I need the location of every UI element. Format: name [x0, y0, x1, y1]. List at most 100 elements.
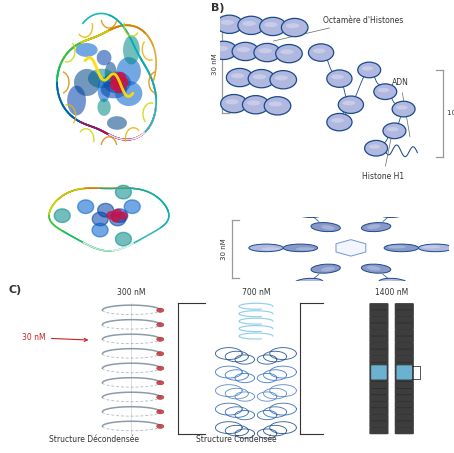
Text: 700 nM: 700 nM: [242, 288, 270, 297]
Polygon shape: [118, 77, 128, 87]
Polygon shape: [110, 80, 120, 90]
FancyBboxPatch shape: [370, 408, 389, 414]
FancyBboxPatch shape: [395, 355, 414, 362]
Ellipse shape: [392, 101, 415, 117]
Ellipse shape: [237, 47, 250, 52]
Ellipse shape: [331, 118, 344, 123]
Polygon shape: [92, 212, 108, 226]
Polygon shape: [98, 77, 110, 102]
Text: Octamère d'Histones: Octamère d'Histones: [273, 15, 404, 41]
Polygon shape: [97, 50, 111, 65]
Ellipse shape: [387, 127, 399, 131]
FancyBboxPatch shape: [395, 414, 414, 421]
Ellipse shape: [238, 16, 264, 34]
Text: Histone H1: Histone H1: [362, 136, 405, 181]
Ellipse shape: [374, 84, 397, 100]
Ellipse shape: [327, 113, 352, 131]
Text: Structure Décondensée: Structure Décondensée: [49, 435, 138, 444]
FancyBboxPatch shape: [395, 375, 414, 382]
Ellipse shape: [157, 308, 164, 312]
Ellipse shape: [396, 106, 408, 110]
Ellipse shape: [210, 41, 237, 59]
Polygon shape: [115, 232, 131, 246]
FancyBboxPatch shape: [395, 368, 414, 376]
Ellipse shape: [269, 101, 282, 106]
Ellipse shape: [157, 381, 164, 385]
FancyBboxPatch shape: [370, 329, 389, 336]
Ellipse shape: [367, 266, 380, 270]
Ellipse shape: [383, 123, 406, 139]
Polygon shape: [98, 99, 111, 116]
Ellipse shape: [281, 19, 308, 37]
Ellipse shape: [157, 424, 164, 429]
Ellipse shape: [264, 22, 277, 27]
Ellipse shape: [369, 145, 380, 149]
Ellipse shape: [247, 101, 261, 106]
Ellipse shape: [221, 20, 234, 25]
FancyBboxPatch shape: [370, 355, 389, 362]
Ellipse shape: [225, 99, 239, 104]
FancyBboxPatch shape: [395, 427, 414, 434]
FancyBboxPatch shape: [370, 316, 389, 323]
FancyBboxPatch shape: [370, 401, 389, 408]
Ellipse shape: [264, 96, 291, 115]
Text: 30 nM: 30 nM: [22, 333, 87, 342]
FancyBboxPatch shape: [395, 303, 414, 310]
Ellipse shape: [232, 42, 259, 61]
Ellipse shape: [378, 88, 389, 92]
Ellipse shape: [157, 323, 164, 327]
Ellipse shape: [157, 366, 164, 371]
FancyBboxPatch shape: [395, 336, 414, 343]
Ellipse shape: [221, 95, 247, 113]
Ellipse shape: [242, 96, 269, 114]
Ellipse shape: [388, 246, 406, 249]
Text: 300 nM: 300 nM: [117, 288, 146, 297]
Polygon shape: [103, 72, 131, 93]
Polygon shape: [105, 62, 117, 85]
FancyBboxPatch shape: [395, 349, 414, 356]
Polygon shape: [112, 209, 128, 222]
FancyBboxPatch shape: [396, 365, 412, 380]
Polygon shape: [107, 212, 115, 219]
Polygon shape: [110, 212, 126, 226]
Ellipse shape: [260, 17, 286, 36]
Ellipse shape: [286, 23, 299, 28]
Ellipse shape: [358, 62, 381, 78]
FancyBboxPatch shape: [370, 349, 389, 356]
Ellipse shape: [296, 247, 314, 251]
FancyBboxPatch shape: [370, 388, 389, 395]
Ellipse shape: [157, 337, 164, 341]
FancyBboxPatch shape: [371, 365, 387, 380]
Polygon shape: [54, 209, 70, 222]
Ellipse shape: [321, 225, 335, 230]
FancyBboxPatch shape: [370, 395, 389, 402]
Polygon shape: [88, 69, 116, 88]
Ellipse shape: [242, 21, 256, 26]
Polygon shape: [92, 223, 108, 237]
Ellipse shape: [157, 352, 164, 356]
Ellipse shape: [253, 74, 266, 79]
Text: ADN: ADN: [392, 78, 410, 137]
FancyBboxPatch shape: [370, 368, 389, 376]
Polygon shape: [124, 200, 140, 213]
Ellipse shape: [157, 410, 164, 414]
Ellipse shape: [283, 244, 318, 252]
FancyBboxPatch shape: [370, 336, 389, 343]
Polygon shape: [107, 116, 127, 130]
Polygon shape: [117, 57, 141, 86]
FancyBboxPatch shape: [370, 427, 389, 434]
FancyBboxPatch shape: [370, 421, 389, 428]
Ellipse shape: [216, 15, 242, 34]
FancyBboxPatch shape: [395, 395, 414, 402]
Text: 30 nM: 30 nM: [212, 53, 218, 75]
Ellipse shape: [419, 244, 453, 252]
Ellipse shape: [249, 244, 283, 252]
Ellipse shape: [262, 247, 280, 251]
FancyBboxPatch shape: [370, 362, 389, 369]
Ellipse shape: [331, 74, 344, 79]
Polygon shape: [111, 74, 121, 84]
Polygon shape: [98, 203, 114, 217]
Ellipse shape: [422, 246, 440, 249]
Text: B): B): [211, 3, 225, 13]
Ellipse shape: [231, 73, 244, 78]
